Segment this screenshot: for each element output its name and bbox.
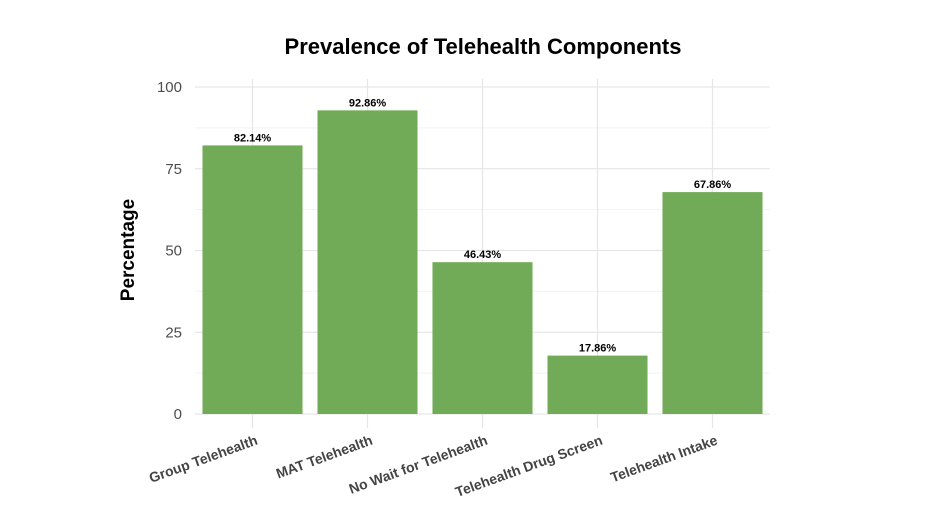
data-label: 46.43%	[464, 249, 502, 261]
x-tick-label: Group Telehealth	[147, 432, 260, 486]
bar	[432, 262, 533, 414]
y-tick-label: 0	[174, 406, 182, 423]
y-tick-label: 25	[165, 324, 182, 341]
bar	[662, 192, 763, 414]
data-label: 17.86%	[579, 343, 617, 355]
y-axis-label: Percentage	[118, 199, 139, 301]
x-tick-label: Telehealth Intake	[608, 432, 719, 486]
data-label: 67.86%	[694, 179, 732, 191]
y-tick-label: 50	[165, 243, 182, 260]
data-label: 92.86%	[349, 97, 387, 109]
bars: 82.14% 92.86% 46.43% 17.86% 67.86%	[202, 97, 763, 414]
bar	[202, 145, 303, 414]
data-label: 82.14%	[234, 132, 272, 144]
y-tick-label: 100	[157, 79, 182, 96]
y-tick-label: 75	[165, 161, 182, 178]
y-ticks: 0 25 50 75 100	[157, 79, 182, 423]
bar	[547, 355, 648, 414]
x-tick-label: MAT Telehealth	[274, 432, 375, 482]
bar	[317, 110, 418, 414]
chart-title: Prevalence of Telehealth Components	[285, 34, 682, 59]
